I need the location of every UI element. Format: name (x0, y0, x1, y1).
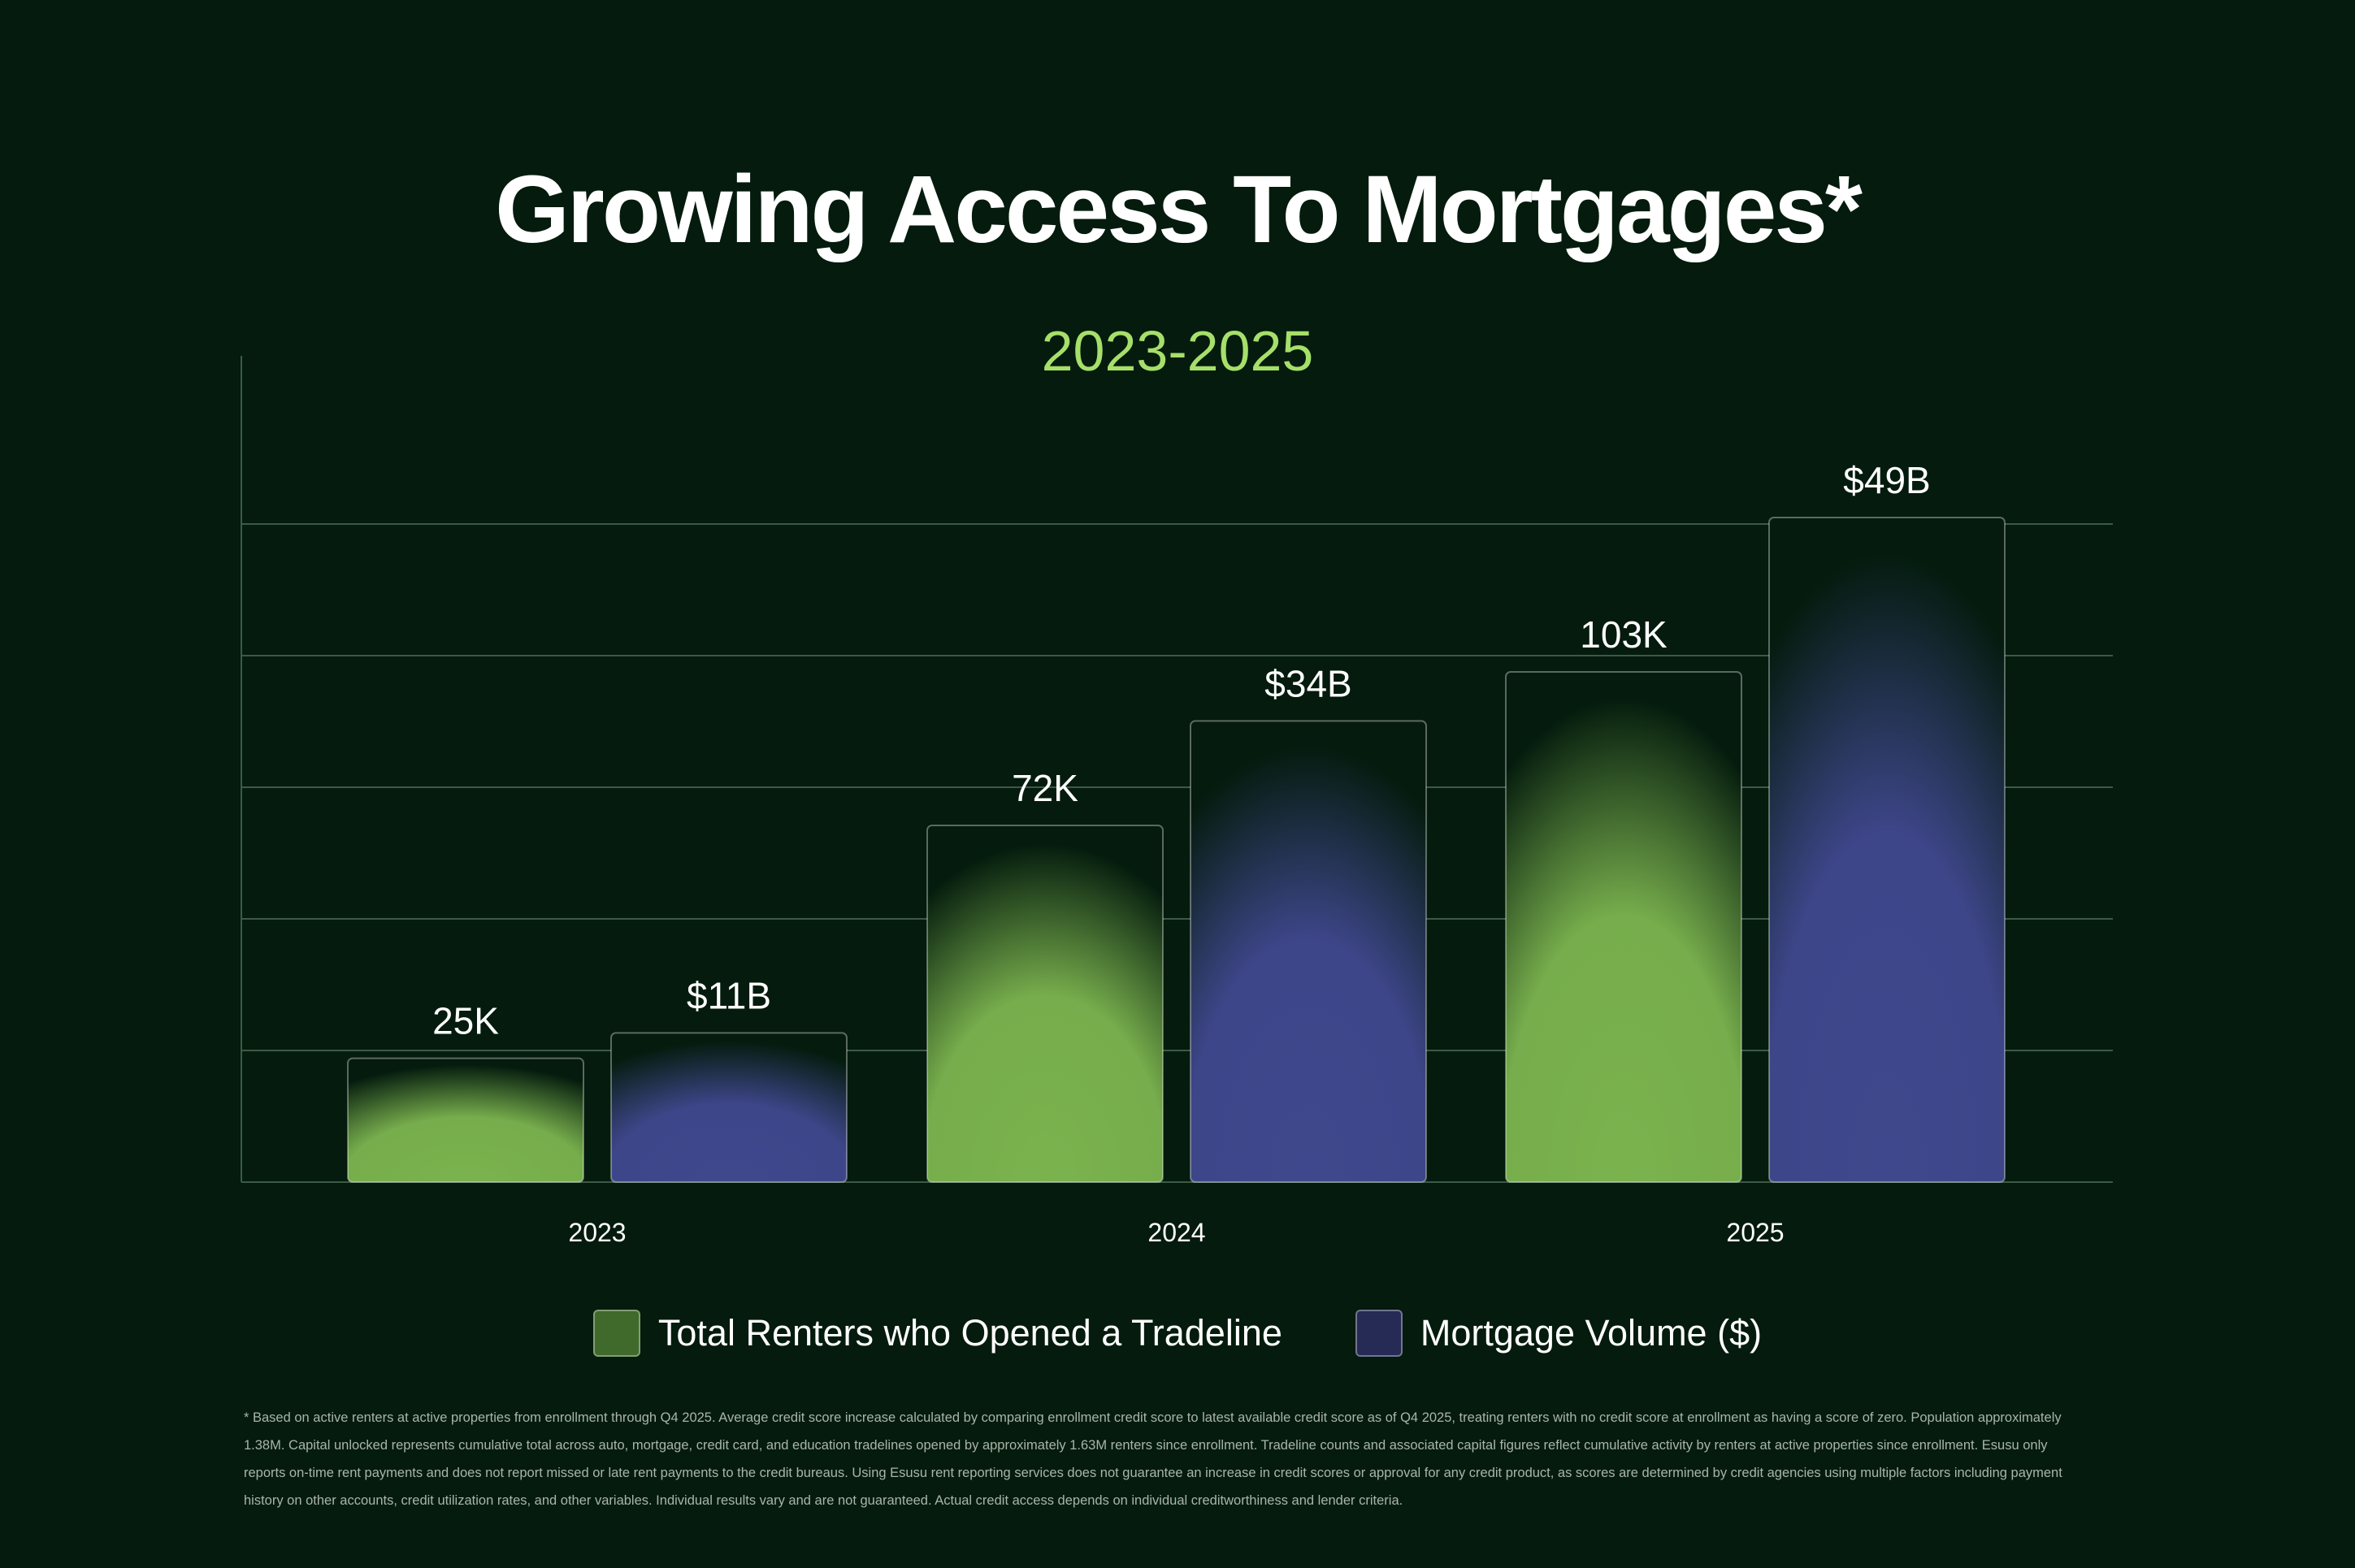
data-label-mortgage-2024: $34B (1264, 662, 1351, 704)
data-label-renters-2023: 25K (432, 1000, 499, 1042)
legend-swatch-renters (592, 1310, 640, 1357)
data-label-mortgage-2023: $11B (687, 974, 771, 1016)
x-tick-label-2025: 2025 (1726, 1218, 1784, 1247)
bar-mortgage-2024 (1190, 720, 1427, 1183)
bars (347, 517, 2006, 1184)
bar-renters-2023 (347, 1057, 584, 1184)
bar-mortgage-2025 (1768, 517, 2006, 1183)
chart-subtitle: 2023-2025 (1041, 319, 1314, 383)
bar-chart: 25K $11B 2023 72K $34B 2024 103K $49B 2025 (241, 356, 2113, 1247)
legend: Total Renters who Opened a Tradeline Mor… (0, 1310, 2355, 1357)
bar-renters-2025 (1505, 671, 1742, 1183)
legend-label-mortgage: Mortgage Volume ($) (1420, 1312, 1763, 1354)
data-label-renters-2024: 72K (1012, 767, 1078, 809)
bar-mortgage-2023 (610, 1032, 848, 1183)
x-tick-label-2024: 2024 (1147, 1218, 1205, 1247)
data-label-renters-2025: 103K (1580, 613, 1668, 656)
chart-title: Growing Access To Mortgages* (495, 156, 1863, 263)
data-label-mortgage-2025: $49B (1843, 459, 1930, 501)
legend-swatch-mortgage (1355, 1310, 1403, 1357)
legend-item-mortgage: Mortgage Volume ($) (1355, 1310, 1762, 1357)
bar-renters-2024 (926, 825, 1164, 1183)
footnote: * Based on active renters at active prop… (244, 1410, 2062, 1508)
labels: 25K $11B 2023 72K $34B 2024 103K $49B 2025 (432, 459, 1931, 1247)
x-tick-label-2023: 2023 (568, 1218, 626, 1247)
legend-item-renters: Total Renters who Opened a Tradeline (592, 1310, 1282, 1357)
legend-label-renters: Total Renters who Opened a Tradeline (657, 1312, 1282, 1354)
